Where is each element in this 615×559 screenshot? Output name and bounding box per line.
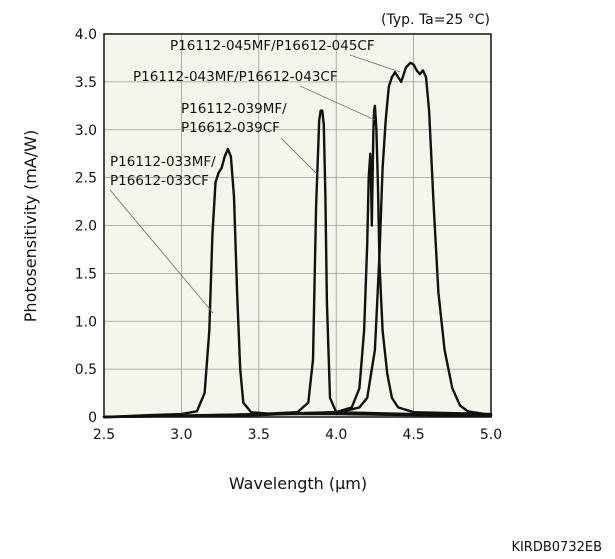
leader-line-045 (349, 54, 401, 73)
leader-line-043 (299, 85, 376, 121)
x-tick-label: 4.0 (325, 427, 347, 443)
series-line-045 (102, 61, 493, 419)
x-axis-title: Wavelength (μm) (229, 474, 367, 493)
y-tick-label: 0.5 (75, 362, 97, 378)
y-tick-label: 3.5 (75, 75, 97, 91)
series-label-033: P16612-033CF (110, 173, 209, 189)
leader-line-039 (280, 137, 318, 175)
plot-border (103, 33, 492, 418)
y-tick-label: 0 (88, 410, 97, 426)
y-tick-label: 2.5 (75, 171, 97, 187)
x-tick-label: 3.5 (248, 427, 270, 443)
series-layer (102, 61, 493, 419)
series-label-033: P16112-033MF/ (110, 154, 216, 170)
y-tick-label: 4.0 (75, 27, 97, 43)
series-label-045: P16112-045MF/P16612-045CF (170, 38, 375, 54)
y-tick-label: 2.0 (75, 219, 97, 235)
series-label-039: P16112-039MF/ (181, 101, 287, 117)
figure-code: KIRDB0732EB (511, 540, 602, 555)
y-tick-label: 1.0 (75, 314, 97, 330)
series-label-039: P16612-039CF (181, 120, 280, 136)
x-tick-label: 5.0 (480, 427, 502, 443)
x-tick-label: 4.5 (402, 427, 424, 443)
leader-line-033 (109, 189, 214, 314)
series-label-043: P16112-043MF/P16612-043CF (133, 69, 338, 85)
series-line-043 (102, 104, 493, 419)
condition-note: (Typ. Ta=25 °C) (381, 12, 490, 28)
y-axis-title: Photosensitivity (mA/W) (21, 130, 40, 322)
y-tick-label: 3.0 (75, 123, 97, 139)
x-tick-label: 3.0 (170, 427, 192, 443)
y-tick-label: 1.5 (75, 266, 97, 282)
ticks: 2.5 3.0 3.5 4.0 4.5 5.0 0 0.5 1.0 1.5 2.0 2.5 3.0 3.5… (75, 27, 502, 443)
x-tick-label: 2.5 (93, 427, 115, 443)
series-labels: P16112-033MF/P16612-033CF P16112-039MF/P1… (109, 38, 401, 314)
